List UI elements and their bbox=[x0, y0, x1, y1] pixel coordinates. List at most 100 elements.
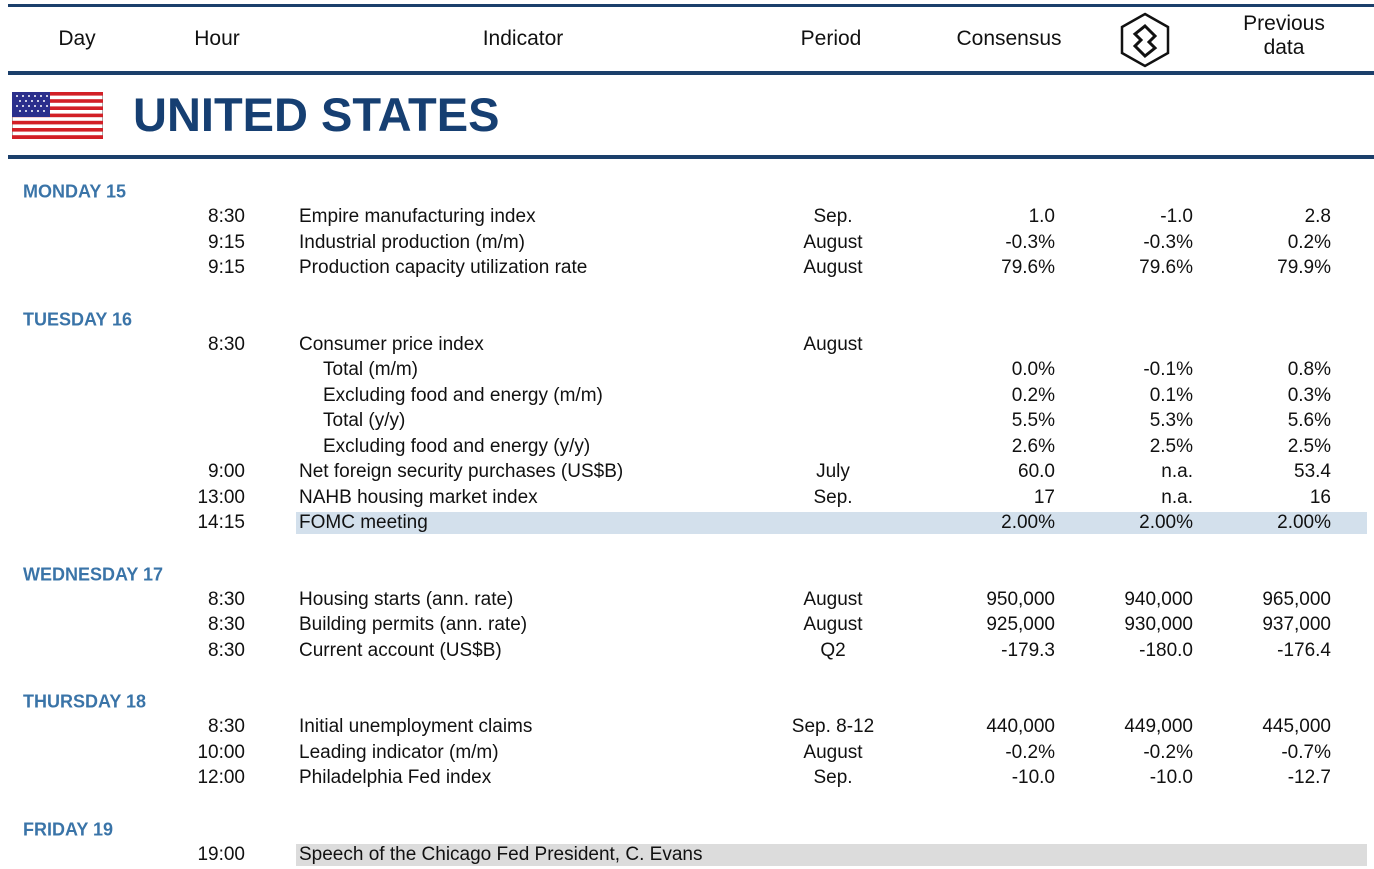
hour: 13:00 bbox=[197, 486, 245, 508]
hour: 8:30 bbox=[208, 639, 245, 661]
previous: 965,000 bbox=[1262, 588, 1331, 610]
day-label: WEDNESDAY 17 bbox=[23, 564, 164, 584]
indicator: Total (y/y) bbox=[323, 410, 406, 431]
forecast: 2.5% bbox=[1149, 435, 1193, 457]
day-label: THURSDAY 18 bbox=[23, 691, 147, 712]
day-label: MONDAY 15 bbox=[23, 181, 127, 202]
consensus: 1.0 bbox=[1028, 206, 1055, 227]
consensus: 79.6% bbox=[1001, 257, 1055, 278]
forecast: 449,000 bbox=[1124, 716, 1193, 737]
hour: 8:30 bbox=[208, 614, 245, 635]
indicator: Housing starts (ann. rate) bbox=[299, 588, 514, 610]
forecast: 0.1% bbox=[1149, 384, 1193, 406]
previous: 53.4 bbox=[1294, 461, 1331, 482]
consensus: 2.6% bbox=[1011, 435, 1055, 457]
forecast: 930,000 bbox=[1124, 614, 1193, 635]
consensus: -0.2% bbox=[1005, 741, 1055, 763]
top-rule bbox=[8, 4, 1374, 7]
indicator: Consumer price index bbox=[299, 333, 484, 355]
indicator: Industrial production (m/m) bbox=[299, 231, 525, 253]
period: August bbox=[803, 257, 863, 278]
forecast: 79.6% bbox=[1139, 257, 1193, 278]
indicator: FOMC meeting bbox=[299, 512, 428, 533]
indicator: Total (m/m) bbox=[323, 359, 418, 380]
hour: 12:00 bbox=[197, 767, 245, 788]
forecast: -0.1% bbox=[1143, 359, 1193, 380]
previous: -176.4 bbox=[1277, 639, 1331, 661]
forecast: 5.3% bbox=[1149, 410, 1193, 431]
consensus: -179.3 bbox=[1001, 639, 1055, 661]
consensus: 2.00% bbox=[1001, 512, 1055, 533]
consensus: -0.3% bbox=[1005, 231, 1055, 253]
forecast: -10.0 bbox=[1149, 767, 1193, 788]
hour: 9:15 bbox=[208, 257, 245, 278]
previous: 5.6% bbox=[1287, 410, 1331, 431]
period: July bbox=[816, 461, 850, 482]
indicator: Leading indicator (m/m) bbox=[299, 741, 499, 763]
previous: 0.3% bbox=[1287, 384, 1331, 406]
consensus: 0.2% bbox=[1011, 384, 1055, 406]
consensus: 0.0% bbox=[1011, 359, 1055, 380]
header-period: Period bbox=[800, 27, 862, 50]
indicator: NAHB housing market index bbox=[299, 486, 538, 508]
consensus: 17 bbox=[1033, 486, 1055, 508]
consensus: 440,000 bbox=[986, 716, 1055, 737]
hour: 10:00 bbox=[197, 741, 245, 763]
forecast: n.a. bbox=[1161, 486, 1193, 508]
country-rule bbox=[8, 155, 1374, 159]
country-title: UNITED STATES bbox=[133, 88, 500, 141]
indicator: Excluding food and energy (m/m) bbox=[323, 384, 603, 406]
header-indicator: Indicator bbox=[482, 27, 564, 50]
forecast: -0.3% bbox=[1143, 231, 1193, 253]
consensus: 60.0 bbox=[1018, 461, 1055, 482]
header-hour: Hour bbox=[194, 27, 240, 50]
indicator: Excluding food and energy (y/y) bbox=[323, 435, 591, 457]
period: Sep. bbox=[813, 486, 853, 508]
indicator: Building permits (ann. rate) bbox=[299, 614, 528, 635]
header-consensus: Consensus bbox=[956, 27, 1062, 50]
hour: 8:30 bbox=[208, 716, 245, 737]
highlight-band bbox=[296, 843, 1367, 866]
desjardins-icon bbox=[1120, 12, 1170, 68]
previous: 0.2% bbox=[1287, 231, 1331, 253]
indicator: Net foreign security purchases (US$B) bbox=[299, 461, 624, 482]
hour: 9:15 bbox=[208, 231, 245, 253]
period: August bbox=[803, 231, 863, 253]
hour: 14:15 bbox=[197, 512, 245, 533]
indicator: Speech of the Chicago Fed President, C. … bbox=[299, 843, 703, 865]
us-flag bbox=[12, 92, 103, 139]
previous: -12.7 bbox=[1287, 767, 1331, 788]
period: August bbox=[803, 741, 863, 763]
previous: 445,000 bbox=[1262, 716, 1331, 737]
forecast: 2.00% bbox=[1139, 512, 1193, 533]
consensus: 5.5% bbox=[1011, 410, 1055, 431]
period: Sep. 8-12 bbox=[791, 716, 875, 737]
indicator: Initial unemployment claims bbox=[299, 716, 533, 737]
header-previous: Previous data bbox=[1243, 12, 1325, 59]
forecast: -1.0 bbox=[1160, 206, 1193, 227]
forecast: -0.2% bbox=[1143, 741, 1193, 763]
hour: 8:30 bbox=[208, 333, 245, 355]
period: August bbox=[803, 333, 863, 355]
day-label: TUESDAY 16 bbox=[23, 309, 133, 329]
previous: 937,000 bbox=[1262, 614, 1331, 635]
forecast: 940,000 bbox=[1124, 588, 1193, 610]
hour: 9:00 bbox=[208, 461, 245, 482]
hour: 19:00 bbox=[197, 843, 245, 865]
period: August bbox=[803, 588, 863, 610]
previous: 16 bbox=[1309, 486, 1331, 508]
period: August bbox=[803, 614, 863, 635]
hour: 8:30 bbox=[208, 206, 245, 227]
previous: -0.7% bbox=[1281, 741, 1331, 763]
previous: 2.5% bbox=[1287, 435, 1331, 457]
indicator: Empire manufacturing index bbox=[299, 206, 536, 227]
day-label: FRIDAY 19 bbox=[23, 819, 114, 839]
period: Q2 bbox=[820, 639, 846, 661]
forecast: n.a. bbox=[1161, 461, 1193, 482]
period: Sep. bbox=[813, 767, 853, 788]
previous: 79.9% bbox=[1277, 257, 1331, 278]
forecast: -180.0 bbox=[1139, 639, 1193, 661]
consensus: 925,000 bbox=[986, 614, 1055, 635]
header-rule bbox=[8, 71, 1374, 75]
